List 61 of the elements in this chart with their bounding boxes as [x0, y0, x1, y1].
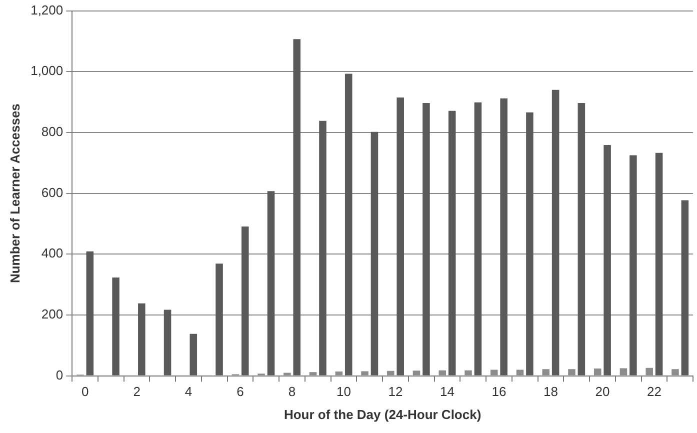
bar	[594, 368, 602, 376]
bar	[86, 251, 94, 376]
x-tick-label: 10	[336, 384, 351, 400]
bar	[526, 112, 534, 376]
x-axis-title: Hour of the Day (24-Hour Clock)	[284, 406, 482, 422]
x-tick-label: 8	[288, 384, 296, 400]
bar	[138, 303, 146, 376]
bar	[672, 369, 679, 376]
bar	[604, 144, 611, 376]
bar	[552, 90, 560, 376]
y-tick-label: 800	[41, 124, 64, 140]
bar	[412, 370, 420, 376]
bar	[387, 370, 394, 376]
y-axis-title: Number of Learner Accesses	[7, 104, 22, 284]
x-tick-label: 0	[81, 384, 89, 400]
bar	[681, 200, 689, 376]
bar	[568, 369, 576, 376]
bar	[344, 74, 352, 376]
x-tick-label: 12	[388, 384, 403, 400]
bar	[370, 132, 378, 376]
x-tick-label: 4	[184, 384, 192, 400]
x-tick-label: 22	[646, 384, 662, 400]
bar	[578, 102, 586, 376]
bar	[630, 155, 637, 376]
y-tick-label: 1,000	[30, 63, 64, 78]
y-tick-label: 1,200	[30, 2, 64, 18]
y-tick-label: 600	[41, 184, 64, 200]
bar	[438, 370, 446, 376]
x-tick-label: 14	[440, 384, 454, 400]
y-tick-label: 400	[41, 246, 64, 261]
bar	[516, 370, 524, 376]
bar	[620, 368, 628, 376]
bar	[500, 98, 508, 376]
bar	[361, 371, 368, 376]
bar	[542, 369, 550, 376]
bar	[267, 191, 275, 376]
x-tick-label: 2	[133, 384, 140, 400]
bar	[293, 39, 301, 376]
bar	[319, 120, 326, 376]
y-tick-label: 200	[41, 306, 64, 322]
bar	[241, 226, 249, 376]
bar	[490, 370, 498, 376]
bar	[164, 310, 172, 376]
y-tick-label: 0	[56, 367, 64, 382]
bar	[474, 102, 482, 376]
bar	[646, 368, 653, 376]
bar	[112, 278, 120, 376]
bar	[422, 102, 430, 376]
bar	[655, 152, 663, 376]
x-tick-label: 6	[236, 384, 244, 400]
bar	[309, 372, 317, 376]
bar	[396, 97, 404, 376]
bar	[335, 372, 343, 376]
x-tick-label: 18	[543, 384, 558, 400]
bar	[448, 110, 456, 376]
bar	[464, 370, 472, 376]
bar	[190, 334, 198, 376]
x-tick-label: 20	[595, 384, 610, 400]
x-tick-label: 16	[492, 384, 506, 400]
bar	[216, 264, 223, 376]
bar	[284, 372, 291, 376]
